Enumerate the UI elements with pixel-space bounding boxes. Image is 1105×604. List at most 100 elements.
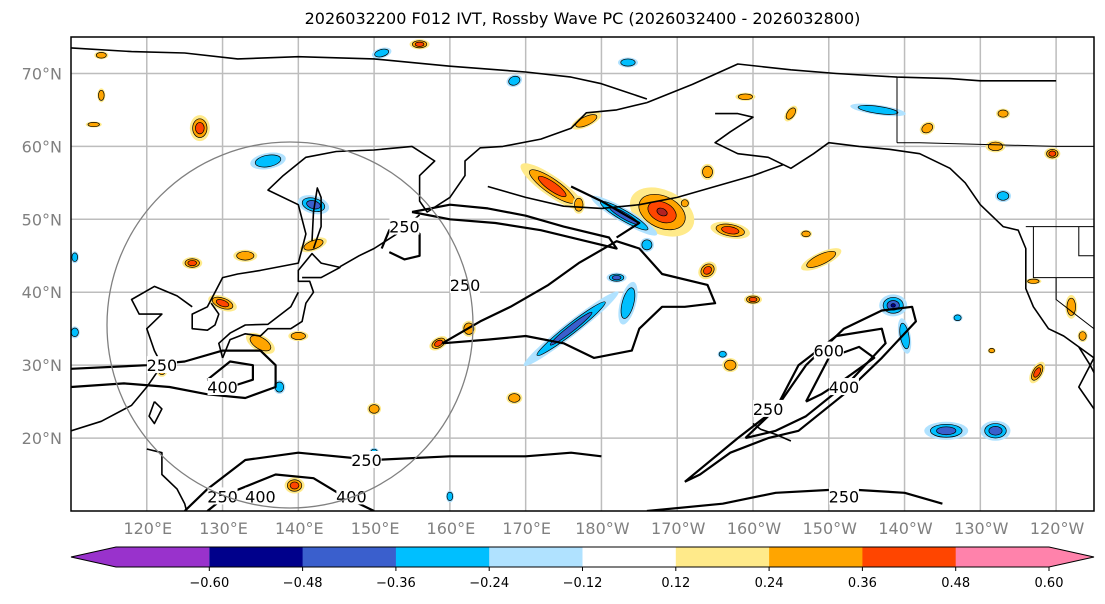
colorbar-extension-min (71, 547, 210, 567)
ivt-anomaly-patch (641, 239, 653, 251)
coastline (487, 163, 784, 210)
ivt-anomaly-patch (890, 303, 896, 308)
contour-label: 400 (829, 378, 860, 397)
contour-label: 250 (147, 356, 178, 375)
coastlines (71, 47, 1094, 511)
ivt-anomaly-patch (368, 404, 380, 414)
plot-background (71, 37, 1094, 511)
colorbar-outline (70, 546, 1095, 568)
ivt-shading (71, 39, 1088, 503)
longitude-labels: 120°E 130°E 140°E 150°E 160°E 170°E 180°W 170°W… (123, 519, 1084, 538)
contour-label-background (828, 487, 859, 505)
ivt-anomaly-patch (508, 393, 521, 403)
colorbar: −0.60 −0.48 −0.36 −0.24 −0.12 0.12 0.24 0.36 0.4… (70, 546, 1095, 591)
ivt-anomaly-patch (801, 230, 811, 238)
ivt-contour-line (441, 240, 717, 359)
colorbar-tick-label: 0.48 (941, 576, 970, 591)
latitude-label: 60°N (22, 137, 62, 156)
coastline (646, 63, 1057, 104)
latitude-label: 70°N (22, 64, 62, 83)
ivt-anomaly-patch (1078, 331, 1087, 341)
ivt-anomaly-patch (87, 121, 100, 128)
contour-label: 400 (207, 378, 238, 397)
contour-label: 250 (389, 218, 420, 237)
ivt-anomaly-patch (996, 191, 1010, 201)
colorbar-tick-label: −0.60 (189, 576, 229, 591)
ivt-anomaly-patch (988, 348, 995, 354)
latitude-labels: 70°N 60°N 50°N 40°N 30°N 20°N (22, 64, 62, 448)
ivt-anomaly-patch (1033, 367, 1042, 378)
ivt-anomaly-patch (1027, 278, 1040, 284)
ivt-anomaly-patch (611, 275, 622, 281)
plot-frame (70, 36, 1095, 512)
ivt-anomaly-patch (195, 122, 205, 135)
longitude-label: 120°W (1030, 519, 1085, 538)
ivt-anomaly-patch (857, 105, 899, 115)
ivt-anomaly-patch (785, 107, 796, 120)
ivt-anomaly-patch (680, 199, 689, 208)
ivt-anomaly-patch (71, 327, 79, 338)
ivt-anomaly-patch (289, 481, 300, 490)
ivt-anomaly-patch (748, 296, 758, 303)
ivt-anomaly-patch (953, 314, 962, 321)
latitude-label: 50°N (22, 210, 62, 229)
gridlines (71, 37, 1094, 511)
colorbar-tick-label: 0.24 (755, 576, 784, 591)
coastline (218, 291, 300, 359)
ivt-anomaly-patch (737, 93, 753, 101)
colorbar-segment (489, 547, 583, 567)
latitude-label: 40°N (22, 283, 62, 302)
ivt-contour-line (646, 488, 943, 511)
longitude-label: 140°E (275, 519, 324, 538)
colorbar-segment (395, 547, 490, 567)
ivt-anomaly-patch (806, 250, 837, 268)
longitude-label: 160°W (727, 519, 782, 538)
latitude-label: 30°N (22, 356, 62, 375)
longitude-label: 150°W (803, 519, 858, 538)
ivt-anomaly-patch (254, 154, 282, 168)
ivt-anomaly-patch (215, 299, 230, 308)
contour-label: 400 (245, 487, 276, 506)
coastline (1078, 346, 1094, 402)
contour-label: 250 (829, 487, 860, 506)
chart-title: 2026032200 F012 IVT, Rossby Wave PC (202… (304, 9, 861, 28)
ivt-anomaly-patch (249, 335, 272, 352)
political-border (1032, 226, 1094, 279)
colorbar-tick-label: 0.60 (1035, 576, 1064, 591)
contour-label-background (245, 487, 276, 505)
ivt-contour-line (380, 218, 421, 261)
contour-label: 600 (814, 342, 845, 361)
colorbar-segment (209, 547, 304, 567)
colorbar-segment (302, 547, 397, 567)
longitude-label: 170°W (651, 519, 706, 538)
colorbar-extension-max (955, 547, 1094, 567)
political-border (897, 142, 1094, 147)
contour-label-background (146, 356, 177, 374)
ivt-contour-line (71, 349, 277, 400)
coastline (311, 187, 322, 249)
ivt-anomaly-patch (718, 350, 727, 358)
colorbar-segment (675, 547, 770, 567)
ivt-anomaly-patch (574, 197, 584, 212)
colorbar-tick-label: 0.36 (848, 576, 877, 591)
ivt-anomaly-patch (549, 311, 593, 346)
longitude-label: 170°E (502, 519, 551, 538)
ivt-anomaly-patch (620, 287, 636, 319)
contour-label: 250 (351, 451, 382, 470)
contour-label-background (351, 450, 382, 468)
longitude-label: 120°E (123, 519, 172, 538)
ivt-anomaly-patch (98, 89, 105, 101)
ivt-anomaly-patch (921, 123, 934, 134)
ivt-anomaly-patch (508, 75, 521, 86)
contour-label-background (828, 378, 859, 396)
contour-label-background (450, 275, 481, 293)
contour-label-background (207, 378, 238, 396)
ivt-anomaly-patch (95, 52, 107, 59)
contour-label-background (389, 217, 420, 235)
ivt-anomaly-patch (71, 252, 79, 262)
ivt-anomaly-patch (414, 41, 425, 47)
longitude-label: 130°E (199, 519, 248, 538)
